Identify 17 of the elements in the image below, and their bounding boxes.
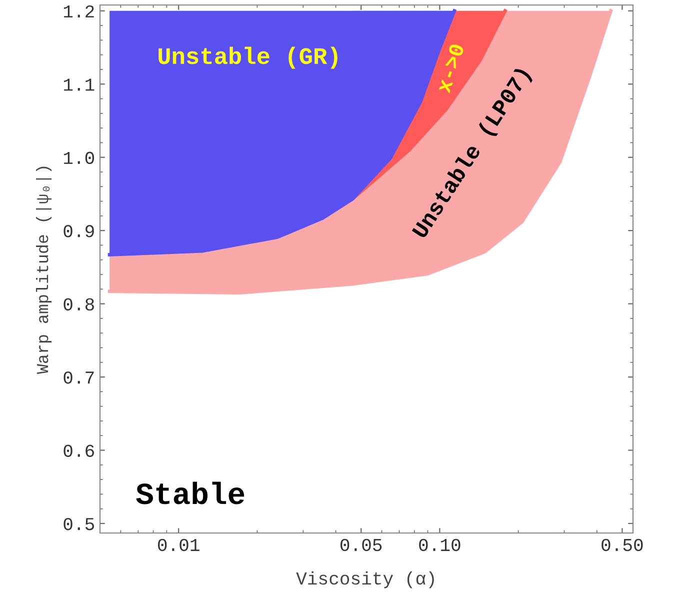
y-tick-label: 0.8 — [64, 298, 94, 311]
x-tick-label: 0.50 — [602, 538, 643, 552]
y-tick-label: 1.2 — [64, 5, 94, 18]
y-tick-label: 0.5 — [64, 518, 94, 530]
y-tick-label: 0.7 — [64, 371, 94, 384]
y-axis-title: Warp amplitude (|ψ₀|) — [36, 166, 52, 374]
x-tick-label: 0.10 — [419, 538, 460, 552]
y-tick-label: 0.9 — [64, 225, 94, 238]
x-tick-label: 0.01 — [158, 538, 200, 552]
annotation: Stable — [136, 482, 244, 504]
y-tick-label: 1.1 — [64, 78, 94, 91]
y-tick-label: 0.6 — [64, 444, 94, 457]
x-axis-title: Viscosity (α) — [296, 571, 434, 588]
annotation: Unstable (GR) — [158, 46, 338, 69]
x-tick-label: 0.05 — [340, 538, 382, 552]
y-tick-label: 1.0 — [64, 152, 94, 164]
annotation: x->0 — [436, 43, 464, 94]
